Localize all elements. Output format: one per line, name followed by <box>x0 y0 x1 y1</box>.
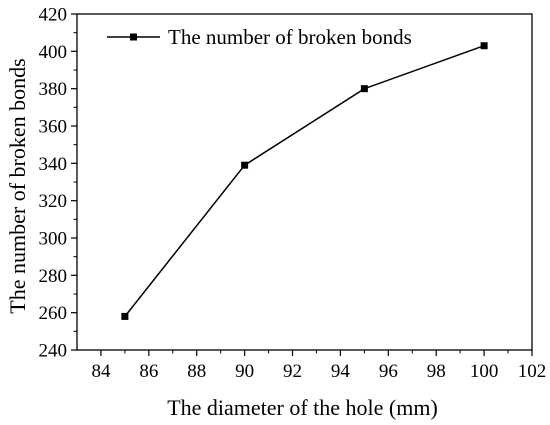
legend-label: The number of broken bonds <box>168 25 412 49</box>
x-tick-label: 96 <box>379 361 398 382</box>
x-tick-label: 102 <box>518 361 547 382</box>
y-tick-label: 300 <box>39 229 68 250</box>
y-tick-label: 360 <box>39 117 68 138</box>
plot-frame <box>76 13 533 351</box>
y-tick-label: 420 <box>39 5 68 26</box>
x-tick-label: 94 <box>331 361 351 382</box>
x-tick-label: 90 <box>235 361 254 382</box>
y-tick-label: 240 <box>39 341 68 362</box>
plot-area-border <box>76 13 533 351</box>
x-tick-label: 84 <box>91 361 111 382</box>
data-point-marker <box>241 161 249 169</box>
x-axis-ticks: 84 86 88 90 92 94 96 98 100 102 <box>91 350 546 382</box>
data-point-marker <box>360 85 368 93</box>
x-axis-label: The diameter of the hole (mm) <box>167 395 438 420</box>
y-tick-label: 260 <box>39 303 68 324</box>
series-layer <box>121 42 488 320</box>
y-axis-label: The number of broken bonds <box>5 58 30 313</box>
legend: The number of broken bonds <box>107 25 412 49</box>
series-line <box>124 44 485 317</box>
y-tick-label: 400 <box>39 42 68 63</box>
y-tick-label: 280 <box>39 266 68 287</box>
data-point-marker <box>121 312 129 320</box>
x-tick-label: 92 <box>283 361 302 382</box>
y-tick-label: 320 <box>39 191 68 212</box>
legend-marker-square <box>130 33 137 41</box>
y-axis-ticks: 240 260 280 300 320 340 360 380 400 420 <box>39 5 77 362</box>
x-tick-label: 98 <box>427 361 446 382</box>
y-tick-label: 340 <box>39 154 68 175</box>
x-tick-label: 88 <box>187 361 206 382</box>
x-tick-label: 100 <box>470 361 499 382</box>
x-tick-label: 86 <box>139 361 158 382</box>
data-point-marker <box>480 42 488 50</box>
y-tick-label: 380 <box>39 79 68 100</box>
